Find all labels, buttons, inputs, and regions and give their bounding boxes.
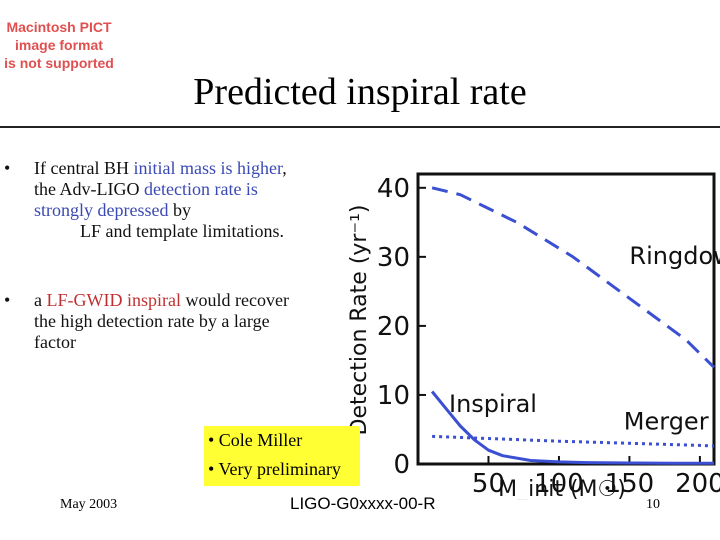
- series-line-ringdown: [431, 186, 716, 369]
- bullet-1: • If central BH initial mass is higher, …: [4, 158, 334, 242]
- series-line-merger: [432, 434, 715, 448]
- series-label-merger: Merger: [624, 407, 709, 435]
- y-axis-label: Detection Rate (yr⁻¹): [347, 205, 372, 436]
- unsupported-image-placeholder: Macintosh PICT image format is not suppo…: [0, 18, 118, 72]
- detection-rate-chart: 0 10 20 30 40 50 100 150 200 Ringdown Inspiral Merg…: [347, 172, 720, 500]
- x-tick-label: 150: [605, 469, 655, 499]
- bullet-text-highlight: initial mass is higher: [133, 158, 283, 178]
- footer-page-number: 10: [646, 497, 660, 512]
- footer-date: May 2003: [60, 497, 118, 512]
- slide-title: Predicted inspiral rate: [193, 71, 527, 113]
- x-tick-label: 50: [472, 469, 505, 499]
- bullet-text-highlight: LF-GWID inspiral: [46, 290, 181, 310]
- x-axis-label: M_init (M☉): [498, 477, 626, 500]
- bullet-text: ,: [282, 158, 287, 178]
- bullet-text: a: [34, 290, 47, 310]
- bullet-text: the Adv-LIGO: [34, 179, 144, 199]
- bullet-text: factor: [34, 332, 76, 352]
- bullet-text-highlight: strongly depressed: [34, 200, 169, 220]
- series-line-inspiral: [430, 390, 714, 465]
- bullet-2: • a LF-GWID inspiral would recover the h…: [4, 290, 334, 353]
- note-box: • Cole Miller • Very preliminary: [204, 426, 360, 486]
- series-label-ringdown: Ringdown: [629, 242, 720, 270]
- title-divider: [0, 126, 720, 128]
- bullet-text: the high detection rate by a large: [34, 311, 270, 331]
- y-tick-label: 10: [377, 381, 410, 411]
- placeholder-line: image format: [15, 37, 103, 53]
- x-tick-label: 200: [675, 469, 720, 499]
- plot-frame: [416, 172, 716, 466]
- y-tick-label: 40: [377, 174, 410, 204]
- placeholder-line: is not supported: [4, 55, 114, 71]
- y-tick-label: 20: [377, 312, 410, 342]
- series-label-inspiral: Inspiral: [449, 390, 537, 418]
- bullet-dot: •: [4, 290, 11, 310]
- y-tick-label: 0: [393, 450, 410, 480]
- bullet-text-highlight: detection rate is: [143, 179, 258, 199]
- bullet-text: LF and template limitations.: [80, 221, 284, 241]
- placeholder-line: Macintosh PICT: [6, 19, 112, 35]
- footer-document-id: LIGO-G0xxxx-00-R: [290, 494, 436, 513]
- bullet-text: would recover: [180, 290, 289, 310]
- y-tick-label: 30: [377, 243, 410, 273]
- note-line: • Cole Miller: [208, 430, 303, 450]
- bullet-text: by: [168, 200, 191, 220]
- note-line: • Very preliminary: [208, 459, 341, 479]
- bullet-text: If central BH: [34, 158, 134, 178]
- bullet-dot: •: [4, 158, 11, 178]
- x-tick-label: 100: [534, 469, 584, 499]
